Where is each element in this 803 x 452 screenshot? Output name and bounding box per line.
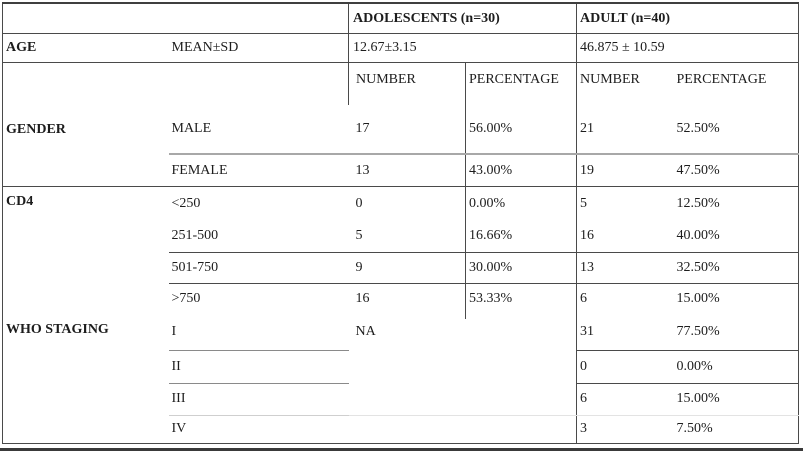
cell-cd4-1-adult-n: 5 — [576, 186, 673, 220]
cell-blank — [169, 62, 349, 105]
cell-cd4-4-label: >750 — [171, 290, 201, 306]
cell-female-adol-pct: 43.00% — [465, 154, 577, 187]
cell-who-4-adult-n: 3 — [576, 415, 673, 443]
cell-who-4-adult-pct: 7.50% — [676, 421, 713, 437]
table-row-cd4-3: 501-750 9 30.00% 13 32.50% — [3, 252, 799, 284]
cell-who-2-label: II — [168, 350, 349, 384]
cell-who-1-adult-n: 31 — [576, 313, 673, 351]
cell-cd4-1-adult-pct: 12.50% — [676, 195, 720, 211]
cell-cd4-1-adol-n: 0 — [355, 195, 363, 211]
subheader-adult-percentage: PERCENTAGE — [676, 71, 767, 87]
cell-who-1-adol-value: NA — [355, 323, 376, 339]
cell-cd4-2-adult-pct: 40.00% — [672, 220, 799, 253]
cell-cd4-2-label: 251-500 — [168, 220, 349, 253]
row-label-cd4: CD4 — [6, 193, 34, 209]
column-header-adult: ADULT (n=40) — [576, 3, 799, 34]
cell-cd4-4-adult-pct: 15.00% — [676, 290, 720, 306]
cell-who-3-adult-n: 6 — [576, 383, 673, 416]
cell-cd4-2-adol-n: 5 — [348, 220, 466, 253]
table-row-header: ADOLESCENTS (n=30) ADULT (n=40) — [2, 3, 799, 34]
cell-cd4-3-adol-n: 9 — [348, 252, 466, 284]
cell-who-1-adult-pct: 77.50% — [672, 313, 799, 351]
cell-male-adult-n: 21 — [576, 105, 673, 155]
table-row-male: MALE 17 56.00% 21 52.50% — [3, 105, 799, 155]
subheader-adol-number: NUMBER — [348, 62, 466, 105]
cell-cd4-4-adol-n: 16 — [355, 290, 370, 306]
cell-who-4-adol-value — [349, 415, 577, 443]
cell-cd4-3-adult-n: 13 — [576, 252, 673, 284]
cell-cd4-3-adol-pct: 30.00% — [465, 252, 577, 284]
cell-blank — [2, 3, 169, 34]
table-row-who-4: IV 3 7.50% — [3, 415, 799, 443]
cell-cd4-1-adol-pct: 0.00% — [465, 186, 577, 220]
cell-who-2-adol-value — [349, 350, 577, 383]
divider-stub — [465, 313, 466, 319]
table-row-cd4-2: 251-500 5 16.66% 16 40.00% — [3, 220, 799, 253]
subheader-adol-percentage: PERCENTAGE — [465, 62, 577, 105]
table-row-age: AGE MEAN±SD 12.67±3.15 46.875 ± 10.59 — [2, 33, 799, 63]
row-label-gender: GENDER — [2, 62, 169, 187]
cell-cd4-4-adult-n: 6 — [576, 283, 673, 313]
cell-cd4-3-adult-pct: 32.50% — [672, 252, 799, 284]
cell-male-adol-pct: 56.00% — [465, 105, 577, 155]
table-row-who-1: WHO STAGING I NA 31 77.50% — [3, 313, 799, 351]
cell-who-4-label: IV — [171, 421, 187, 437]
cell-female-label: FEMALE — [168, 154, 349, 187]
cell-male-adol-n: 17 — [348, 105, 466, 155]
cell-age-adolescents-value: 12.67±3.15 — [348, 33, 577, 63]
cell-cd4-3-label: 501-750 — [168, 252, 349, 284]
cell-female-adult-pct: 47.50% — [672, 154, 799, 187]
table-row-who-3: III 6 15.00% — [3, 383, 799, 416]
cell-who-3-label: III — [168, 383, 349, 416]
row-label-age: AGE — [2, 33, 169, 63]
cell-female-adult-n: 19 — [576, 154, 673, 187]
table-row-who-2: II 0 0.00% — [3, 350, 799, 384]
cell-cd4-2-adult-n: 16 — [576, 220, 673, 253]
cell-who-3-adol-value — [348, 383, 577, 416]
bottom-rule — [0, 448, 803, 451]
cell-who-2-adult-n: 0 — [576, 350, 673, 384]
demographics-table: ADOLESCENTS (n=30) ADULT (n=40) AGE MEAN… — [2, 2, 799, 444]
row-label-who-staging: WHO STAGING — [6, 322, 109, 337]
cell-male-adult-pct: 52.50% — [672, 105, 799, 155]
cell-blank — [168, 3, 349, 34]
table-row-cd4-4: >750 16 53.33% 6 15.00% — [3, 283, 799, 313]
cell-cd4-2-adol-pct: 16.66% — [465, 220, 577, 253]
table-row-subheader: GENDER NUMBER PERCENTAGE NUMBER PERCENTA… — [2, 62, 799, 187]
cell-age-stat-label: MEAN±SD — [168, 33, 349, 63]
cell-cd4-1-label: <250 — [171, 195, 201, 211]
table-row-cd4-1: CD4 <250 0 0.00% 5 12.50% — [3, 186, 799, 220]
cell-cd4-4-adol-pct: 53.33% — [465, 283, 577, 313]
cell-age-adult-value: 46.875 ± 10.59 — [576, 33, 799, 63]
cell-female-adol-n: 13 — [348, 154, 466, 187]
cell-male-label: MALE — [168, 105, 349, 155]
column-header-adolescents: ADOLESCENTS (n=30) — [348, 3, 577, 34]
cell-who-2-adult-pct: 0.00% — [672, 350, 799, 384]
cell-who-1-label: I — [168, 313, 349, 351]
table-row-female: FEMALE 13 43.00% 19 47.50% — [3, 154, 799, 187]
cell-who-3-adult-pct: 15.00% — [672, 383, 799, 416]
subheader-adult-number: NUMBER — [576, 62, 673, 105]
